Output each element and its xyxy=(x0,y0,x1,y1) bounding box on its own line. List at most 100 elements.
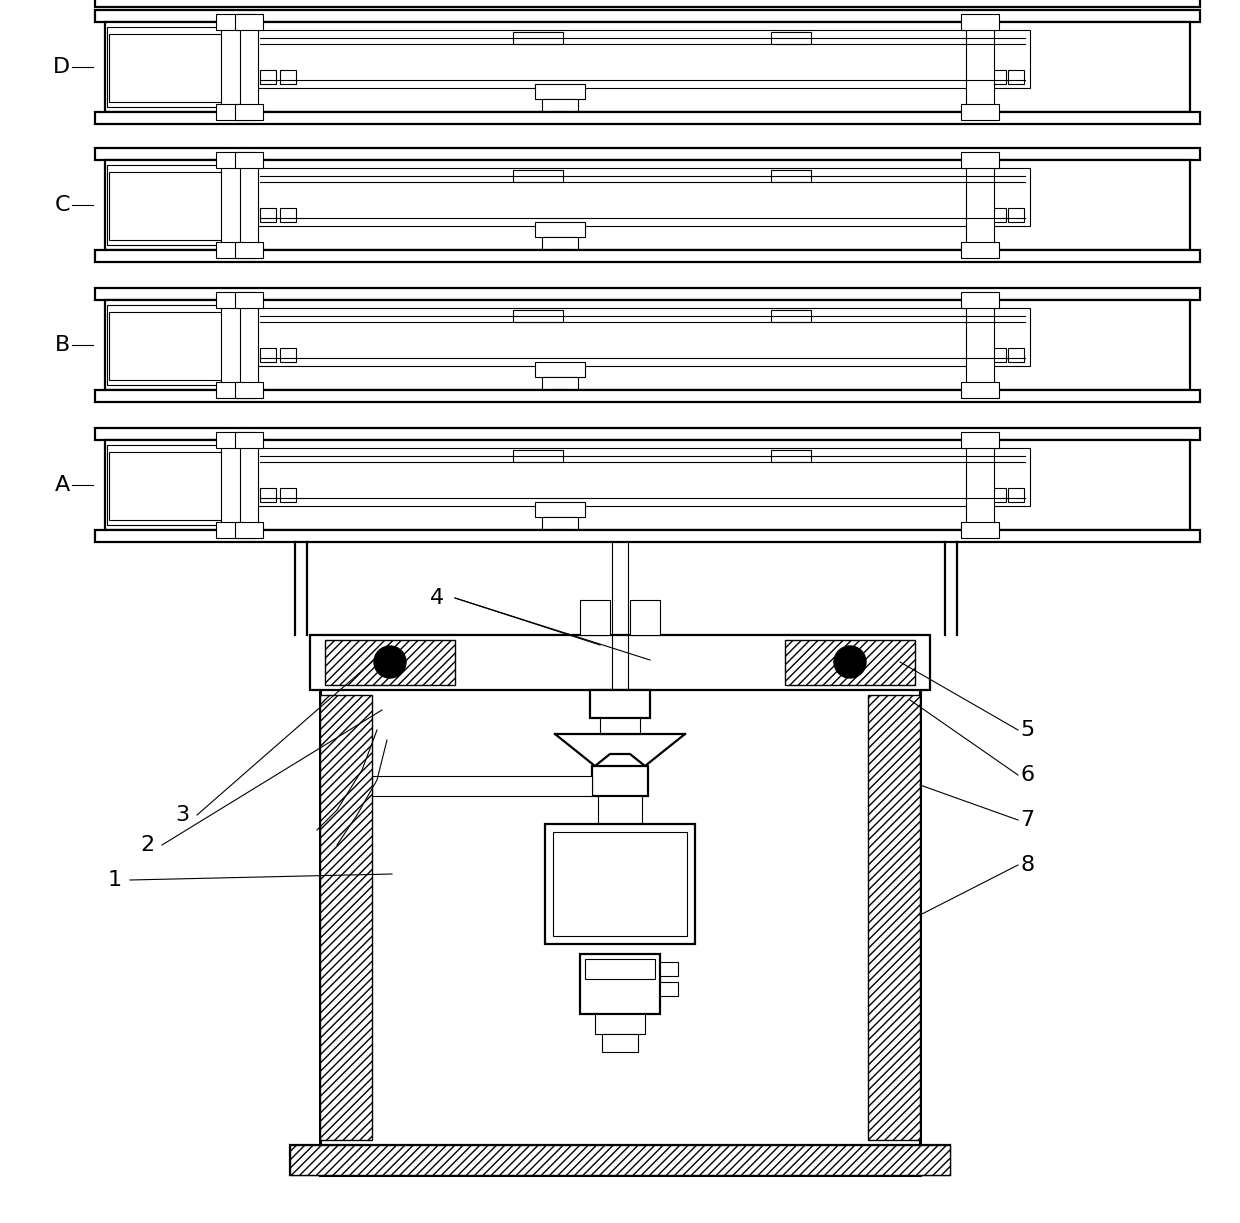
Circle shape xyxy=(374,646,405,678)
Bar xyxy=(95,287,1200,300)
Bar xyxy=(241,22,258,113)
Bar xyxy=(221,22,249,113)
Bar xyxy=(221,160,249,249)
Bar xyxy=(598,796,642,824)
Bar xyxy=(551,389,570,397)
Bar xyxy=(961,432,999,448)
Bar xyxy=(513,309,563,322)
Bar xyxy=(1008,70,1024,84)
Bar xyxy=(236,242,263,258)
Bar xyxy=(595,1014,645,1033)
Bar xyxy=(990,488,1006,501)
Bar xyxy=(260,349,277,362)
Bar xyxy=(534,362,585,377)
Bar xyxy=(771,309,811,322)
Bar xyxy=(95,0,1200,7)
Bar xyxy=(216,382,254,397)
Bar xyxy=(109,34,229,102)
Bar xyxy=(961,522,999,538)
Bar xyxy=(241,300,258,390)
Text: C: C xyxy=(55,194,69,215)
Bar xyxy=(290,1145,950,1175)
Bar xyxy=(310,635,930,690)
Text: 3: 3 xyxy=(175,805,190,826)
Text: 6: 6 xyxy=(1021,766,1034,785)
Bar xyxy=(961,242,999,258)
Bar xyxy=(236,152,263,168)
Bar xyxy=(221,440,249,530)
Bar xyxy=(372,777,591,796)
Bar xyxy=(600,718,640,734)
Bar xyxy=(1008,349,1024,362)
Bar xyxy=(534,501,585,517)
Bar xyxy=(542,99,578,111)
Bar xyxy=(236,432,263,448)
Bar xyxy=(961,104,999,120)
Bar xyxy=(534,84,585,99)
Bar xyxy=(546,824,694,944)
Bar xyxy=(601,1033,639,1052)
Bar xyxy=(961,382,999,397)
Bar xyxy=(216,292,254,308)
Bar xyxy=(255,308,1030,366)
Bar xyxy=(868,695,920,1140)
Bar xyxy=(107,27,247,106)
Text: 5: 5 xyxy=(1021,720,1034,740)
Bar xyxy=(325,640,455,685)
Bar xyxy=(236,382,263,397)
Bar xyxy=(105,22,1190,113)
Bar xyxy=(966,160,994,249)
Bar xyxy=(513,450,563,462)
Bar xyxy=(320,695,372,1140)
Bar xyxy=(990,208,1006,223)
Bar xyxy=(95,148,1200,160)
Bar xyxy=(590,690,650,718)
Bar xyxy=(551,530,570,537)
Text: D: D xyxy=(53,57,69,77)
Bar xyxy=(95,390,1200,402)
Bar xyxy=(280,70,296,84)
Bar xyxy=(107,445,247,525)
Bar xyxy=(961,152,999,168)
Bar xyxy=(1008,208,1024,223)
Bar xyxy=(95,249,1200,262)
Bar xyxy=(236,13,263,31)
Bar xyxy=(280,349,296,362)
Bar xyxy=(95,10,1200,22)
Bar xyxy=(542,517,578,530)
Bar xyxy=(255,31,1030,88)
Bar xyxy=(95,428,1200,440)
Bar xyxy=(630,600,660,635)
Bar xyxy=(961,292,999,308)
Text: 1: 1 xyxy=(108,870,122,890)
Bar xyxy=(255,448,1030,506)
Bar xyxy=(771,170,811,182)
Bar xyxy=(221,300,249,390)
Bar xyxy=(255,168,1030,226)
Bar xyxy=(961,13,999,31)
Bar xyxy=(95,530,1200,542)
Bar xyxy=(241,440,258,530)
Bar xyxy=(785,640,915,685)
Bar xyxy=(966,300,994,390)
Bar xyxy=(216,242,254,258)
Bar xyxy=(260,488,277,501)
Bar xyxy=(105,440,1190,530)
Bar xyxy=(580,954,660,1014)
Bar xyxy=(105,300,1190,390)
Bar xyxy=(241,160,258,249)
Bar xyxy=(660,963,678,976)
Bar xyxy=(236,292,263,308)
Bar xyxy=(966,22,994,113)
Bar xyxy=(542,377,578,389)
Bar xyxy=(105,160,1190,249)
Bar xyxy=(771,32,811,44)
Bar xyxy=(553,832,687,936)
Bar xyxy=(95,113,1200,124)
Bar xyxy=(534,223,585,237)
Bar xyxy=(771,450,811,462)
Circle shape xyxy=(835,646,866,678)
Bar xyxy=(109,312,229,380)
Text: 2: 2 xyxy=(140,835,154,855)
Bar xyxy=(551,111,570,119)
